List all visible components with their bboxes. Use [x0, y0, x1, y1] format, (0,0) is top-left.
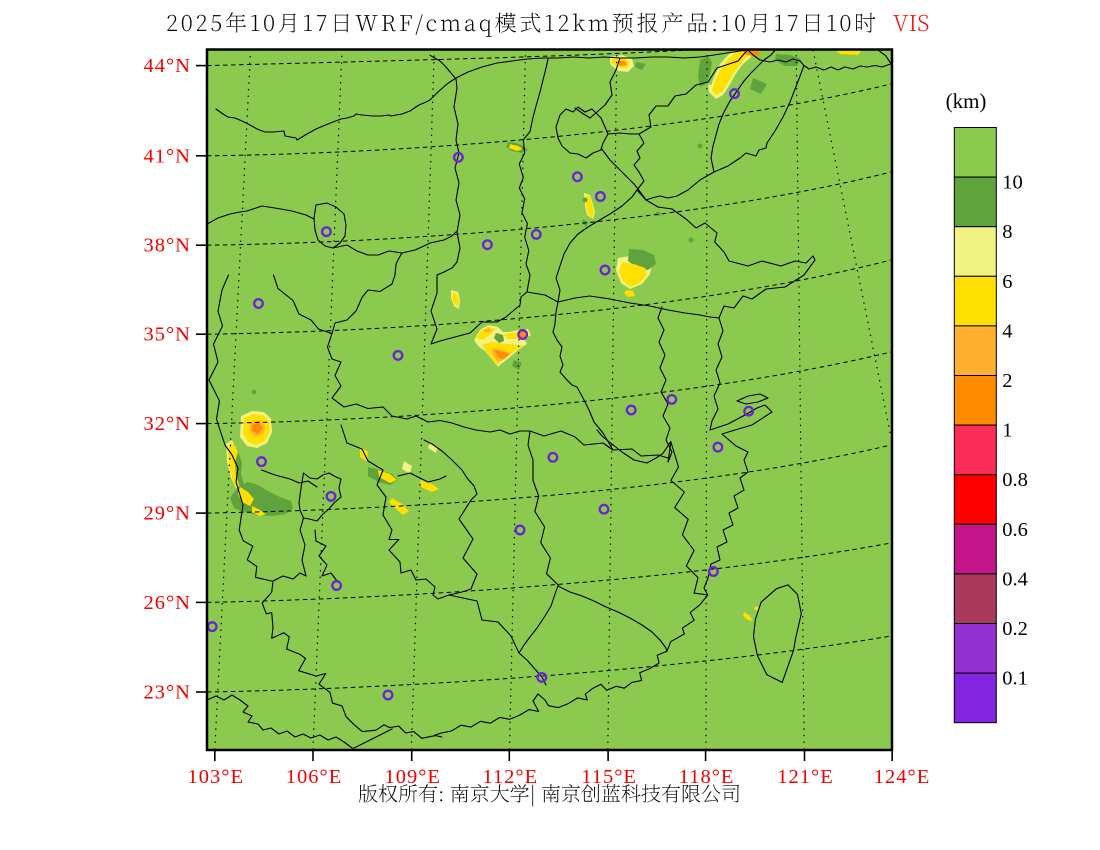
svg-text:0.6: 0.6 — [1002, 519, 1028, 541]
svg-text:118°E: 118°E — [679, 766, 735, 788]
svg-text:26°N: 26°N — [143, 592, 191, 614]
svg-text:0.2: 0.2 — [1002, 618, 1028, 640]
svg-text:115°E: 115°E — [581, 766, 637, 788]
svg-text:4: 4 — [1002, 320, 1012, 342]
svg-text:2: 2 — [1002, 370, 1012, 392]
svg-text:41°N: 41°N — [143, 145, 191, 167]
svg-text:121°E: 121°E — [777, 766, 833, 788]
svg-text:124°E: 124°E — [874, 766, 930, 788]
svg-text:106°E: 106°E — [286, 766, 342, 788]
svg-text:10: 10 — [1002, 172, 1023, 194]
svg-text:44°N: 44°N — [143, 55, 191, 77]
svg-text:103°E: 103°E — [188, 766, 244, 788]
svg-text:0.4: 0.4 — [1002, 568, 1028, 590]
svg-text:35°N: 35°N — [143, 324, 191, 346]
svg-text:0.8: 0.8 — [1002, 469, 1028, 491]
svg-text:23°N: 23°N — [143, 682, 191, 704]
svg-text:1: 1 — [1002, 420, 1012, 442]
svg-text:29°N: 29°N — [143, 503, 191, 525]
svg-text:38°N: 38°N — [143, 235, 191, 257]
svg-text:109°E: 109°E — [384, 766, 440, 788]
svg-text:32°N: 32°N — [143, 413, 191, 435]
svg-text:8: 8 — [1002, 221, 1012, 243]
svg-text:0.1: 0.1 — [1002, 668, 1028, 690]
svg-text:112°E: 112°E — [482, 766, 538, 788]
svg-text:(km): (km) — [946, 89, 987, 113]
svg-text:6: 6 — [1002, 271, 1012, 293]
